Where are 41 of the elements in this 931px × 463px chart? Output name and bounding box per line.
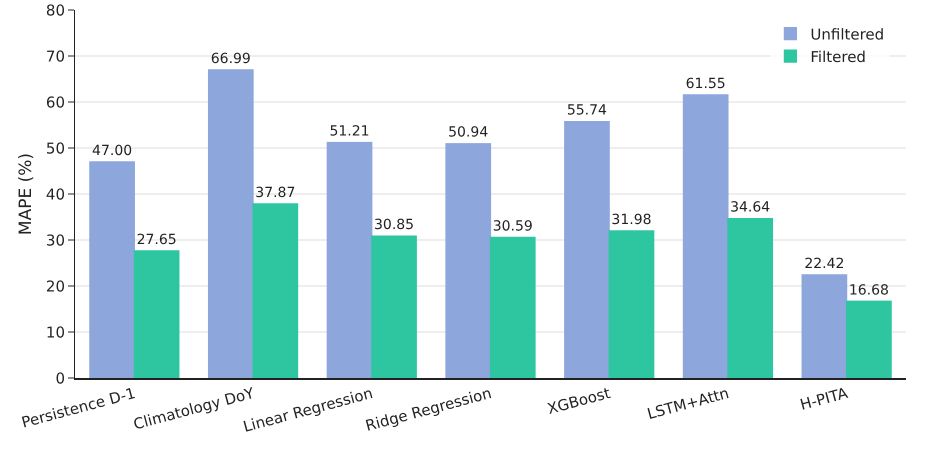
y-tick-label: 60	[46, 93, 65, 112]
x-tick-label: H-PITA	[798, 384, 850, 414]
y-tick-label: 10	[46, 323, 65, 342]
bar	[682, 94, 729, 378]
bar	[490, 236, 536, 378]
data-label: 66.99	[210, 50, 251, 67]
data-label: 34.64	[730, 200, 770, 216]
data-label: 55.74	[566, 102, 608, 119]
data-label: 50.94	[448, 124, 488, 141]
legend-label: Filtered	[810, 48, 866, 66]
data-label: 37.87	[255, 184, 296, 201]
bar	[134, 250, 180, 378]
data-label: 61.55	[686, 76, 726, 92]
data-label: 47.00	[92, 142, 132, 159]
y-tick-label: 50	[46, 139, 65, 158]
data-label: 22.42	[804, 256, 844, 272]
bar	[252, 203, 298, 378]
bar	[371, 235, 417, 378]
data-label: 30.59	[492, 218, 533, 234]
bar	[802, 274, 848, 378]
data-label: 30.85	[374, 217, 414, 234]
bar	[326, 142, 372, 378]
bar	[608, 230, 654, 378]
data-label: 31.98	[611, 212, 652, 228]
data-label: 16.68	[848, 282, 889, 298]
legend-label: Unfiltered	[810, 25, 884, 44]
bar	[89, 161, 135, 378]
y-tick-label: 30	[46, 231, 65, 250]
data-label: 51.21	[329, 123, 370, 140]
y-tick-label: 0	[55, 369, 65, 388]
y-tick-label: 70	[46, 47, 65, 66]
y-tick-label: 40	[46, 185, 65, 204]
data-label: 27.65	[136, 232, 177, 248]
y-tick-label: 20	[46, 277, 65, 296]
y-tick-label: 80	[46, 1, 65, 20]
bar	[846, 300, 892, 378]
bar	[727, 218, 774, 378]
bar	[445, 143, 492, 378]
y-axis-title: MAPE (%)	[16, 152, 36, 236]
bar	[564, 121, 610, 378]
bar	[208, 69, 254, 378]
